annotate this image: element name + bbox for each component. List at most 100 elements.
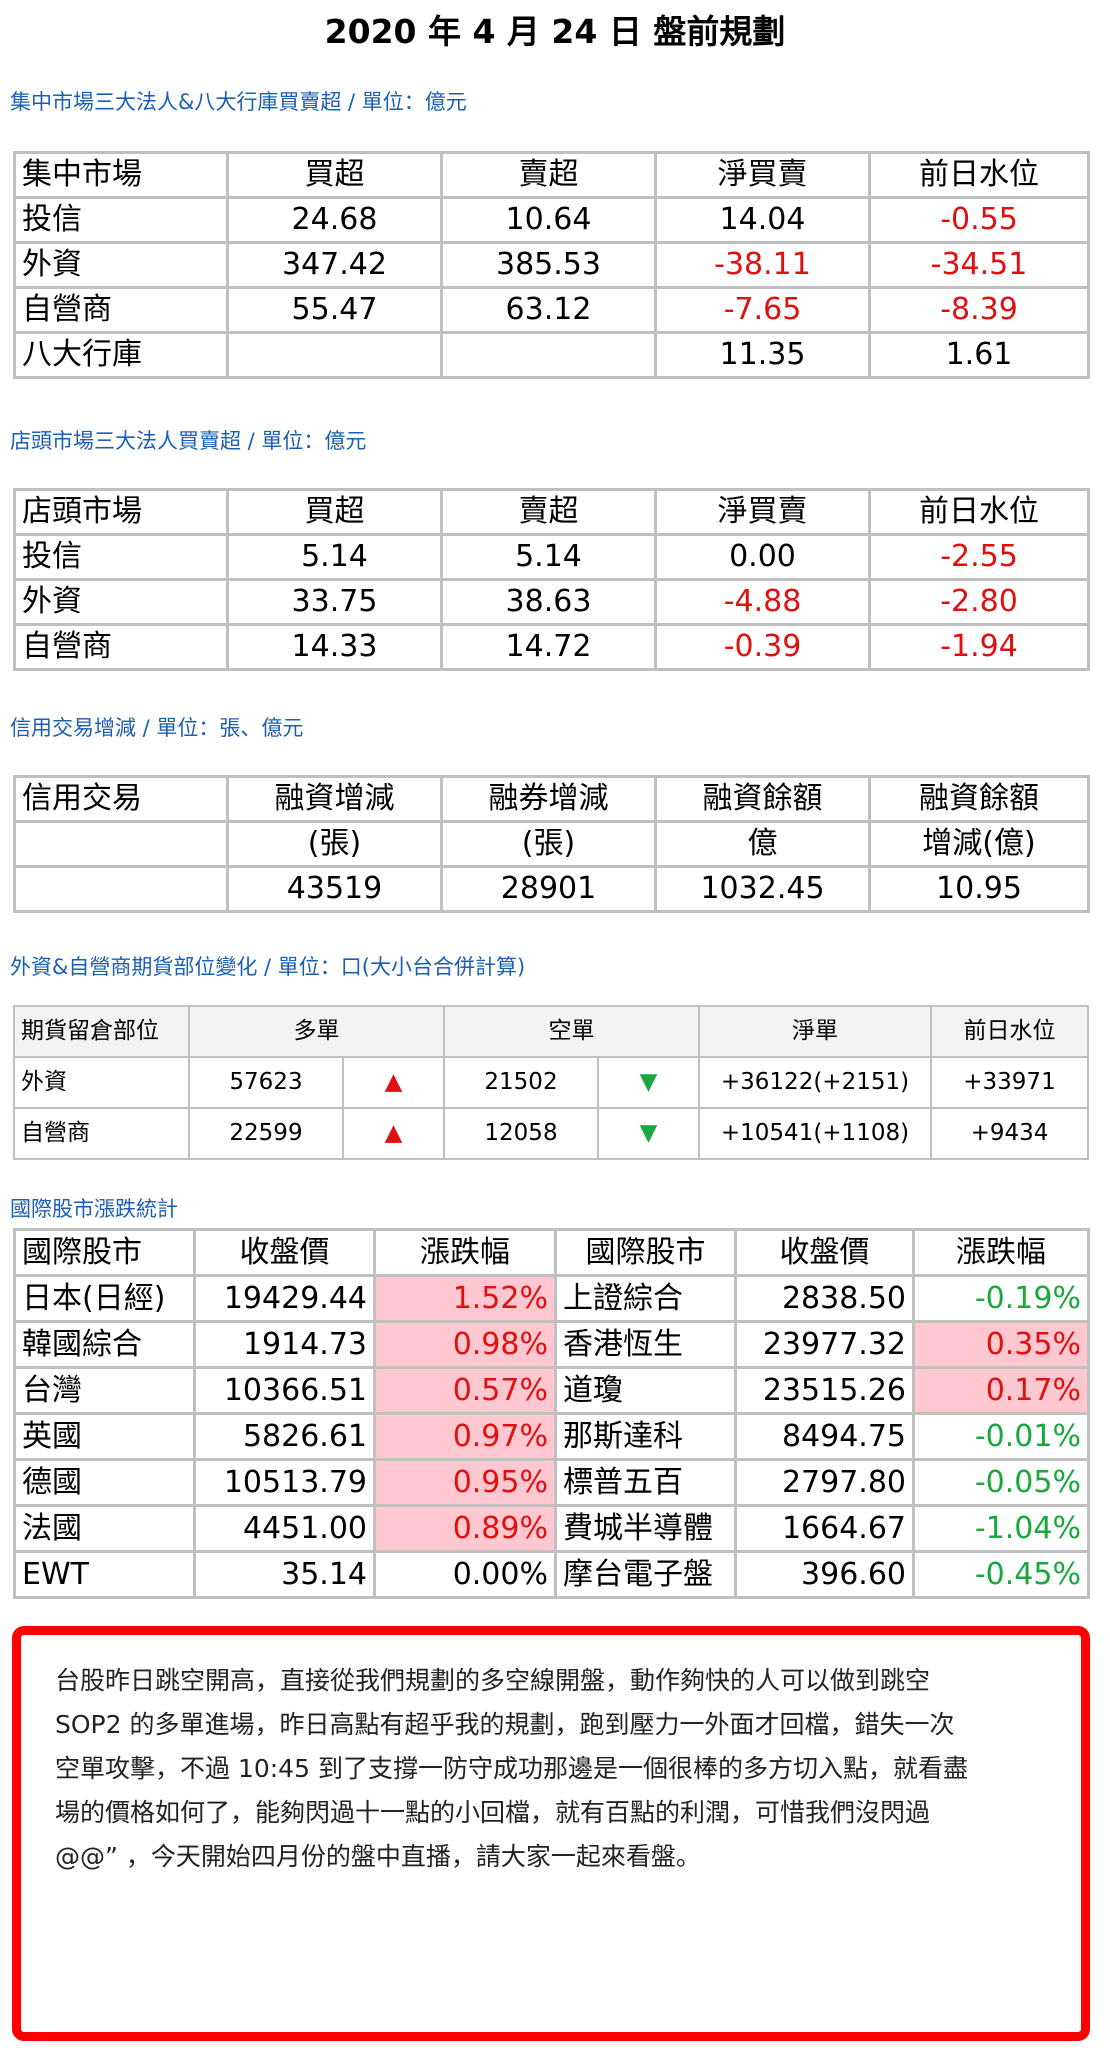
table-row: 外資 57623 ▲ 21502 ▼ +36122(+2151) +33971: [13, 1056, 1089, 1109]
tse-header-row: 集中市場 買超 賣超 淨買賣 前日水位: [13, 151, 1090, 199]
table-row: 八大行庫 11.35 1.61: [13, 331, 1090, 379]
commentary-line: @@” ，今天開始四月份的盤中直播，請大家一起來看盤。: [55, 1842, 701, 1871]
row-label: 投信: [13, 533, 229, 581]
otc-section-title: 店頭市場三大法人買賣超 / 單位：億元: [10, 429, 367, 453]
net-cell: -4.88: [654, 578, 871, 626]
buy-cell: 33.75: [226, 578, 443, 626]
table-row: 英國 5826.61 0.97% 那斯達科 8494.75 -0.01%: [13, 1412, 1090, 1461]
close-price: 1664.67: [734, 1504, 915, 1553]
long-cell: 22599: [188, 1107, 344, 1160]
header-cell: 國際股市: [554, 1228, 737, 1277]
margin-unit-row: (張) (張) 億 增減(億): [13, 820, 1090, 868]
sell-cell: 5.14: [440, 533, 657, 581]
up-arrow-icon: ▲: [342, 1107, 445, 1160]
close-price: 23515.26: [734, 1366, 915, 1415]
change-pct: -0.19%: [912, 1274, 1090, 1323]
row-label: 自營商: [13, 286, 229, 334]
change-pct: -0.01%: [912, 1412, 1090, 1461]
header-cell: 淨買賣: [654, 488, 871, 536]
prev-cell: -0.55: [868, 196, 1090, 244]
change-pct: 0.95%: [373, 1458, 557, 1507]
market-name: 台灣: [13, 1366, 196, 1415]
down-arrow-icon: ▼: [597, 1107, 700, 1160]
buy-cell: 5.14: [226, 533, 443, 581]
header-cell: 融資餘額: [868, 775, 1090, 823]
buy-cell: [226, 331, 443, 379]
page-title: 2020 年 4 月 24 日 盤前規劃: [324, 12, 786, 51]
value-cell: 1032.45: [654, 865, 871, 913]
header-cell: 空單: [443, 1005, 700, 1058]
intl-section-title: 國際股市漲跌統計: [10, 1197, 178, 1221]
buy-cell: 55.47: [226, 286, 443, 334]
change-pct: 0.35%: [912, 1320, 1090, 1369]
unit-cell: 增減(億): [868, 820, 1090, 868]
intl-header-row: 國際股市 收盤價 漲跌幅 國際股市 收盤價 漲跌幅: [13, 1228, 1090, 1277]
unit-cell: 億: [654, 820, 871, 868]
table-row: EWT 35.14 0.00% 摩台電子盤 396.60 -0.45%: [13, 1550, 1090, 1599]
table-row: 外資 347.42 385.53 -38.11 -34.51: [13, 241, 1090, 289]
market-name: 日本(日經): [13, 1274, 196, 1323]
prev-cell: -34.51: [868, 241, 1090, 289]
close-price: 1914.73: [193, 1320, 376, 1369]
down-arrow-icon: ▼: [597, 1056, 700, 1109]
close-price: 4451.00: [193, 1504, 376, 1553]
net-cell: +10541(+1108): [698, 1107, 932, 1160]
market-name: 韓國綜合: [13, 1320, 196, 1369]
prev-cell: +9434: [930, 1107, 1089, 1160]
otc-header-row: 店頭市場 買超 賣超 淨買賣 前日水位: [13, 488, 1090, 536]
tse-section-title: 集中市場三大法人&八大行庫買賣超 / 單位：億元: [10, 90, 467, 114]
header-cell: 前日水位: [868, 488, 1090, 536]
close-price: 8494.75: [734, 1412, 915, 1461]
margin-table: 信用交易 融資增減 融券增減 融資餘額 融資餘額 (張) (張) 億 增減(億)…: [13, 775, 1090, 913]
otc-table: 店頭市場 買超 賣超 淨買賣 前日水位 投信 5.14 5.14 0.00 -2…: [13, 488, 1090, 671]
header-cell: 漲跌幅: [912, 1228, 1090, 1277]
header-cell: 買超: [226, 488, 443, 536]
net-cell: -38.11: [654, 241, 871, 289]
row-label: 自營商: [13, 1107, 190, 1160]
header-cell: 前日水位: [930, 1005, 1089, 1058]
row-label: 外資: [13, 1056, 190, 1109]
commentary-line: SOP2 的多單進場，昨日高點有超乎我的規劃，跑到壓力一外面才回檔，錯失一次: [55, 1710, 955, 1739]
market-name: 英國: [13, 1412, 196, 1461]
unit-cell: (張): [226, 820, 443, 868]
table-row: 自營商 22599 ▲ 12058 ▼ +10541(+1108) +9434: [13, 1107, 1089, 1160]
header-cell: 淨單: [698, 1005, 932, 1058]
sell-cell: 38.63: [440, 578, 657, 626]
commentary-box: 台股昨日跳空開高，直接從我們規劃的多空線開盤，動作夠快的人可以做到跳空 SOP2…: [12, 1626, 1090, 2041]
prev-cell: 1.61: [868, 331, 1090, 379]
margin-section-title: 信用交易增減 / 單位：張、億元: [10, 716, 304, 740]
header-cell: 融資餘額: [654, 775, 871, 823]
header-cell: 前日水位: [868, 151, 1090, 199]
close-price: 5826.61: [193, 1412, 376, 1461]
commentary-line: 台股昨日跳空開高，直接從我們規劃的多空線開盤，動作夠快的人可以做到跳空: [55, 1666, 931, 1695]
buy-cell: 14.33: [226, 623, 443, 671]
buy-cell: 347.42: [226, 241, 443, 289]
header-cell: 收盤價: [193, 1228, 376, 1277]
tse-table: 集中市場 買超 賣超 淨買賣 前日水位 投信 24.68 10.64 14.04…: [13, 151, 1090, 379]
table-row: 台灣 10366.51 0.57% 道瓊 23515.26 0.17%: [13, 1366, 1090, 1415]
row-label: 八大行庫: [13, 331, 229, 379]
up-arrow-icon: ▲: [342, 1056, 445, 1109]
row-label: 外資: [13, 578, 229, 626]
market-name: 那斯達科: [554, 1412, 737, 1461]
table-row: 韓國綜合 1914.73 0.98% 香港恆生 23977.32 0.35%: [13, 1320, 1090, 1369]
change-pct: 0.89%: [373, 1504, 557, 1553]
futures-table: 期貨留倉部位 多單 空單 淨單 前日水位 外資 57623 ▲ 21502 ▼ …: [13, 1005, 1089, 1160]
header-cell: 融券增減: [440, 775, 657, 823]
header-cell: 淨買賣: [654, 151, 871, 199]
short-cell: 12058: [443, 1107, 599, 1160]
value-cell: 28901: [440, 865, 657, 913]
header-cell: 店頭市場: [13, 488, 229, 536]
value-cell: [13, 865, 229, 913]
header-cell: 集中市場: [13, 151, 229, 199]
market-name: 摩台電子盤: [554, 1550, 737, 1599]
net-cell: -7.65: [654, 286, 871, 334]
header-cell: 買超: [226, 151, 443, 199]
prev-cell: -8.39: [868, 286, 1090, 334]
sell-cell: 10.64: [440, 196, 657, 244]
header-cell: 賣超: [440, 151, 657, 199]
table-row: 自營商 14.33 14.72 -0.39 -1.94: [13, 623, 1090, 671]
sell-cell: 63.12: [440, 286, 657, 334]
row-label: 外資: [13, 241, 229, 289]
change-pct: 1.52%: [373, 1274, 557, 1323]
